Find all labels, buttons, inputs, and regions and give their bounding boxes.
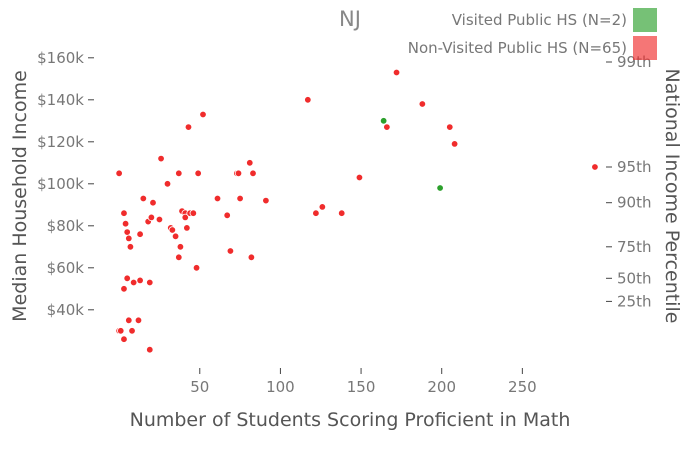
y-tick-label: $60k [47, 259, 85, 277]
non-visited-point[interactable] [175, 253, 183, 261]
y-axis-ticks: $40k $60k $80k $100k $120k $140k $160k [37, 49, 94, 319]
legend-swatch[interactable] [633, 8, 657, 32]
non-visited-point[interactable] [117, 327, 125, 335]
y2-tick-label: 75th [617, 238, 651, 256]
non-visited-point[interactable] [355, 173, 364, 182]
non-visited-point[interactable] [125, 316, 133, 324]
non-visited-point[interactable] [168, 226, 177, 234]
non-visited-point[interactable] [223, 211, 231, 219]
y2-tick-label: 50th [617, 269, 651, 287]
non-visited-point[interactable] [136, 230, 144, 238]
y-tick-label: $40k [47, 301, 85, 319]
non-visited-point[interactable] [125, 234, 133, 243]
non-visited-point[interactable] [184, 123, 193, 131]
non-visited-point[interactable] [418, 100, 427, 108]
non-visited-point[interactable] [157, 154, 165, 163]
y-tick-label: $160k [37, 49, 84, 67]
visited-point[interactable] [379, 117, 388, 125]
y-axis-title: Median Household Income [9, 70, 31, 322]
non-visited-point[interactable] [146, 278, 154, 287]
non-visited-point[interactable] [123, 228, 131, 236]
non-visited-point[interactable] [226, 247, 235, 255]
y-tick-label: $100k [37, 175, 84, 193]
non-visited-point[interactable] [163, 180, 172, 188]
legend-label[interactable]: Visited Public HS (N=2) [452, 11, 627, 29]
non-visited-point[interactable] [136, 276, 144, 285]
non-visited-point[interactable] [450, 140, 459, 148]
y2-tick-label: 25th [617, 292, 651, 310]
non-visited-point[interactable] [126, 243, 135, 251]
non-visited-point[interactable] [181, 213, 189, 222]
non-visited-point[interactable] [304, 96, 312, 104]
x-tick-label: 100 [266, 378, 295, 396]
non-visited-point[interactable] [183, 224, 191, 232]
non-visited-point[interactable] [139, 194, 148, 203]
non-visited-point[interactable] [236, 194, 244, 203]
non-visited-point[interactable] [155, 215, 164, 224]
chart-title: NJ [339, 7, 361, 31]
legend-label[interactable]: Non-Visited Public HS (N=65) [408, 39, 627, 57]
non-visited-point[interactable] [175, 169, 183, 177]
y2-tick-label: 90th [617, 194, 651, 212]
non-visited-point[interactable] [591, 163, 599, 171]
non-visited-point[interactable] [149, 198, 157, 207]
non-visited-point[interactable] [115, 169, 123, 177]
y2-tick-label: 95th [617, 158, 651, 176]
non-visited-point[interactable] [189, 209, 198, 217]
non-visited-point[interactable] [147, 213, 156, 222]
y-tick-label: $80k [47, 217, 85, 235]
non-visited-point[interactable] [312, 209, 320, 217]
x-tick-label: 150 [347, 378, 376, 396]
y-tick-label: $120k [37, 133, 84, 151]
x-tick-label: 250 [508, 378, 537, 396]
y2-axis-title: National Income Percentile [661, 69, 683, 324]
data-points [115, 68, 599, 354]
non-visited-point[interactable] [129, 278, 138, 287]
non-visited-point[interactable] [246, 159, 254, 167]
non-visited-point[interactable] [234, 169, 243, 177]
legend-swatch[interactable] [633, 36, 657, 60]
non-visited-point[interactable] [120, 335, 128, 343]
non-visited-point[interactable] [121, 219, 130, 228]
non-visited-point[interactable] [128, 327, 136, 335]
visited-point[interactable] [436, 184, 444, 192]
non-visited-point[interactable] [338, 209, 346, 217]
non-visited-point[interactable] [213, 194, 222, 203]
x-tick-label: 200 [427, 378, 456, 396]
non-visited-point[interactable] [176, 243, 185, 251]
non-visited-point[interactable] [446, 123, 454, 131]
non-visited-point[interactable] [318, 203, 327, 211]
x-tick-label: 50 [190, 378, 209, 396]
non-visited-point[interactable] [171, 232, 180, 240]
non-visited-point[interactable] [146, 346, 154, 354]
non-visited-point[interactable] [249, 169, 257, 177]
x-axis-title: Number of Students Scoring Proficient in… [130, 409, 571, 431]
non-visited-point[interactable] [392, 68, 401, 77]
y-tick-label: $140k [37, 91, 84, 109]
non-visited-point[interactable] [262, 196, 270, 205]
legend: Visited Public HS (N=2) Non-Visited Publi… [408, 8, 657, 60]
x-axis-ticks: 50 100 150 200 250 [190, 368, 537, 396]
non-visited-point[interactable] [120, 285, 128, 293]
non-visited-point[interactable] [134, 316, 143, 324]
non-visited-point[interactable] [383, 123, 391, 131]
non-visited-point[interactable] [192, 264, 201, 272]
non-visited-point[interactable] [194, 169, 202, 177]
non-visited-point[interactable] [247, 253, 256, 261]
non-visited-point[interactable] [199, 110, 207, 119]
non-visited-point[interactable] [123, 274, 131, 282]
non-visited-point[interactable] [120, 209, 128, 217]
